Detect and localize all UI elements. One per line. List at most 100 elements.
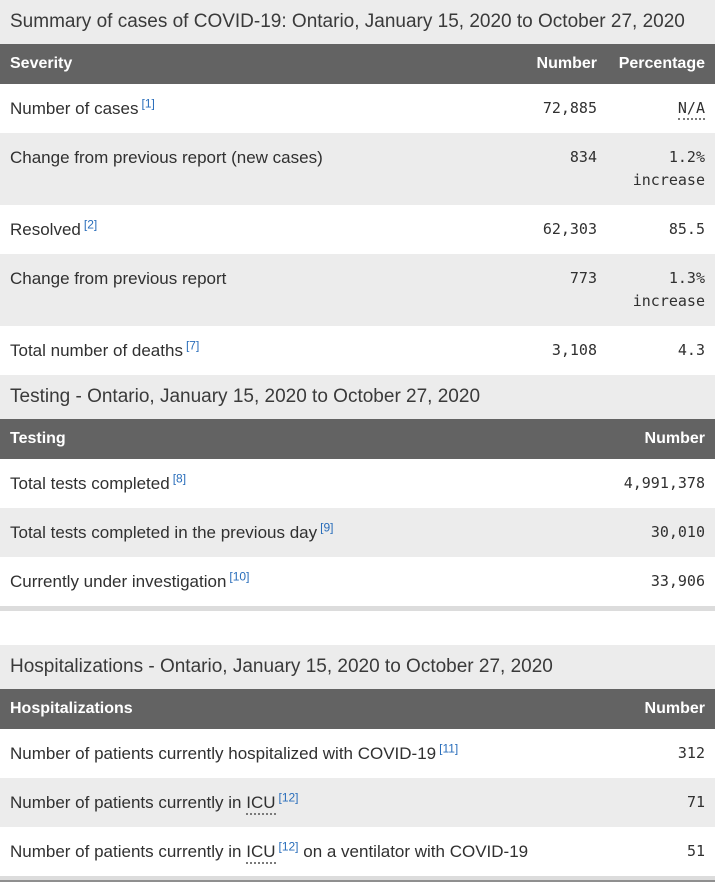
- footnote-link[interactable]: [2]: [83, 217, 98, 239]
- data-table-summary: Severity Number Percentage Number of cases[…: [0, 44, 715, 375]
- footnote-link[interactable]: [1]: [141, 96, 155, 118]
- row-label-cell: Change from previous report: [0, 254, 497, 326]
- text-part: Total tests completed in the previous da…: [10, 523, 318, 542]
- row-label-cell: Currently under investigation [10]: [0, 557, 555, 609]
- text-part: Change from previous report: [10, 269, 227, 288]
- cell-number: 30,010: [555, 508, 715, 557]
- table-row: Change from previous report (new cases) 8…: [0, 133, 715, 205]
- text-part: 30,010: [650, 523, 705, 541]
- table-header-row: Testing Number: [0, 419, 715, 459]
- text-part: 4,991,378: [623, 474, 705, 492]
- abbreviation: ICU: [246, 793, 276, 815]
- text-part: 72,885: [542, 99, 597, 117]
- section-heading-summary: Summary of cases of COVID-19: Ontario, J…: [0, 0, 715, 44]
- row-label-cell: Change from previous report (new cases): [0, 133, 497, 205]
- footnote-link[interactable]: [9]: [320, 520, 334, 542]
- abbreviation: ICU: [246, 842, 276, 864]
- row-label-cell: Resolved [2]: [0, 205, 497, 254]
- row-label-cell: Number of patients currently in ICU [12] …: [0, 827, 555, 876]
- cell-percentage: 85.5: [607, 205, 715, 254]
- text-part: Number of patients currently in: [10, 842, 247, 861]
- footnote-number: [1]: [141, 96, 155, 111]
- cell-number: 33,906: [555, 557, 715, 609]
- text-part: 85.5: [668, 220, 705, 238]
- table-row: Total number of deaths [7] 3,108 4.3: [0, 326, 715, 375]
- cell-percentage: 1.2% increase: [607, 133, 715, 205]
- cell-number: 834: [497, 133, 607, 205]
- text-part: Currently under investigation: [10, 572, 227, 591]
- footnote-link[interactable]: [10]: [229, 569, 250, 591]
- footnote-number: [2]: [83, 217, 98, 232]
- footnote-link[interactable]: [12]: [278, 839, 299, 861]
- footnote-link[interactable]: [12]: [278, 790, 299, 812]
- data-table-hospitalizations: Hospitalizations Number Number of patients…: [0, 689, 715, 876]
- table-row: Number of patients currently hospitalize…: [0, 729, 715, 778]
- footnote-number: [12]: [278, 790, 299, 805]
- table-row: Number of patients currently in ICU [12] …: [0, 827, 715, 876]
- row-label-cell: Number of patients currently in ICU [12]: [0, 778, 555, 827]
- column-header-percentage: Percentage: [607, 44, 715, 84]
- footnote-link[interactable]: [7]: [186, 339, 199, 360]
- column-header-number: Number: [555, 419, 715, 459]
- data-table-testing: Testing Number Total tests completed [8] 4,9…: [0, 419, 715, 611]
- text-part: 312: [677, 744, 705, 762]
- row-label-cell: Total tests completed [8]: [0, 459, 555, 508]
- column-header-severity: Severity: [0, 44, 497, 84]
- footnote-number: [10]: [229, 569, 250, 584]
- text-part: Total number of deaths: [10, 341, 183, 360]
- cell-percentage: 4.3: [607, 326, 715, 375]
- cell-number: 72,885: [497, 84, 607, 133]
- cell-number: 4,991,378: [555, 459, 715, 508]
- cell-number: 51: [555, 827, 715, 876]
- text-part: 1.2% increase: [632, 148, 705, 189]
- column-header-testing: Testing: [0, 419, 555, 459]
- section-heading-testing: Testing - Ontario, January 15, 2020 to O…: [0, 375, 715, 419]
- table-row: Total tests completed [8] 4,991,378: [0, 459, 715, 508]
- cell-number: 312: [555, 729, 715, 778]
- table-row: Currently under investigation [10] 33,906: [0, 557, 715, 609]
- cell-number: 71: [555, 778, 715, 827]
- cell-percentage: 1.3% increase: [607, 254, 715, 326]
- cell-number: 3,108: [497, 326, 607, 375]
- row-label-cell: Total number of deaths [7]: [0, 326, 497, 375]
- table-row: Number of patients currently in ICU [12] 7…: [0, 778, 715, 827]
- column-header-number: Number: [555, 689, 715, 729]
- text-part: 4.3: [677, 341, 705, 359]
- row-label-cell: Number of patients currently hospitalize…: [0, 729, 555, 778]
- table-header-row: Hospitalizations Number: [0, 689, 715, 729]
- table-row: Total tests completed in the previous da…: [0, 508, 715, 557]
- section-summary: Summary of cases of COVID-19: Ontario, J…: [0, 0, 715, 375]
- section-hospitalizations: Hospitalizations - Ontario, January 15, …: [0, 645, 715, 876]
- table-header-row: Severity Number Percentage: [0, 44, 715, 84]
- text-part: 834: [569, 148, 597, 166]
- text-part: Number of patients currently hospitalize…: [10, 744, 437, 763]
- next-table-header-cutoff: [0, 876, 715, 882]
- row-label-cell: Number of cases [1]: [0, 84, 497, 133]
- cell-percentage: N/A: [607, 84, 715, 133]
- row-label-cell: Total tests completed in the previous da…: [0, 508, 555, 557]
- footnote-number: [11]: [439, 741, 459, 756]
- table-row: Number of cases [1] 72,885 N/A: [0, 84, 715, 133]
- footnote-link[interactable]: [11]: [439, 741, 459, 763]
- table-row: Change from previous report 773 1.3% incre…: [0, 254, 715, 326]
- section-testing: Testing - Ontario, January 15, 2020 to O…: [0, 375, 715, 611]
- text-part: Total tests completed: [10, 474, 170, 493]
- text-part: 773: [569, 269, 597, 287]
- footnote-number: [12]: [278, 839, 299, 854]
- text-part: Resolved: [10, 220, 81, 239]
- text-part: Number of patients currently in: [10, 793, 247, 812]
- text-part: on a ventilator with COVID-19: [298, 842, 529, 861]
- text-part: 1.3% increase: [632, 269, 705, 310]
- table-row: Resolved [2] 62,303 85.5: [0, 205, 715, 254]
- footnote-number: [9]: [320, 520, 334, 535]
- footnote-number: [8]: [172, 471, 187, 486]
- text-part: Change from previous report (new cases): [10, 148, 323, 167]
- footnote-link[interactable]: [8]: [172, 471, 187, 493]
- column-header-number: Number: [497, 44, 607, 84]
- text-part: 51: [686, 842, 705, 860]
- cell-number: 773: [497, 254, 607, 326]
- cell-number: 62,303: [497, 205, 607, 254]
- text-part: 3,108: [551, 341, 597, 359]
- text-part: 62,303: [542, 220, 597, 238]
